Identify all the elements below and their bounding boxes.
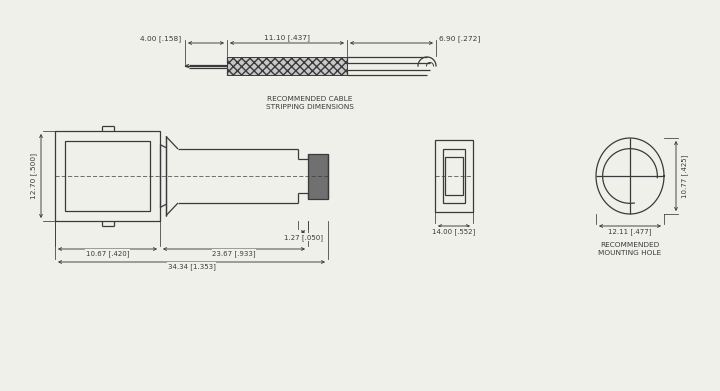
Text: 12.11 [.477]: 12.11 [.477]: [608, 228, 652, 235]
Bar: [443, 149, 465, 203]
Text: 14.00 [.552]: 14.00 [.552]: [433, 228, 476, 235]
Bar: [445, 157, 463, 195]
Text: 10.67 [.420]: 10.67 [.420]: [86, 250, 130, 257]
Bar: [65, 141, 150, 211]
Text: RECOMMENDED CABLE
STRIPPING DIMENSIONS: RECOMMENDED CABLE STRIPPING DIMENSIONS: [266, 96, 354, 110]
Text: 34.34 [1.353]: 34.34 [1.353]: [168, 263, 215, 270]
Text: 23.67 [.933]: 23.67 [.933]: [212, 250, 256, 257]
Text: RECOMMENDED
MOUNTING HOLE: RECOMMENDED MOUNTING HOLE: [598, 242, 662, 256]
Text: 11.10 [.437]: 11.10 [.437]: [264, 34, 310, 41]
Bar: [227, 57, 347, 75]
Text: 4.00 [.158]: 4.00 [.158]: [140, 35, 181, 42]
Bar: [435, 140, 473, 212]
Text: 6.90 [.272]: 6.90 [.272]: [439, 35, 480, 42]
Bar: [55, 131, 160, 221]
Text: 1.27 [.050]: 1.27 [.050]: [284, 234, 323, 241]
Text: 12.70 [.500]: 12.70 [.500]: [30, 153, 37, 199]
Bar: [308, 154, 328, 199]
Text: 10.77 [.425]: 10.77 [.425]: [681, 154, 688, 198]
